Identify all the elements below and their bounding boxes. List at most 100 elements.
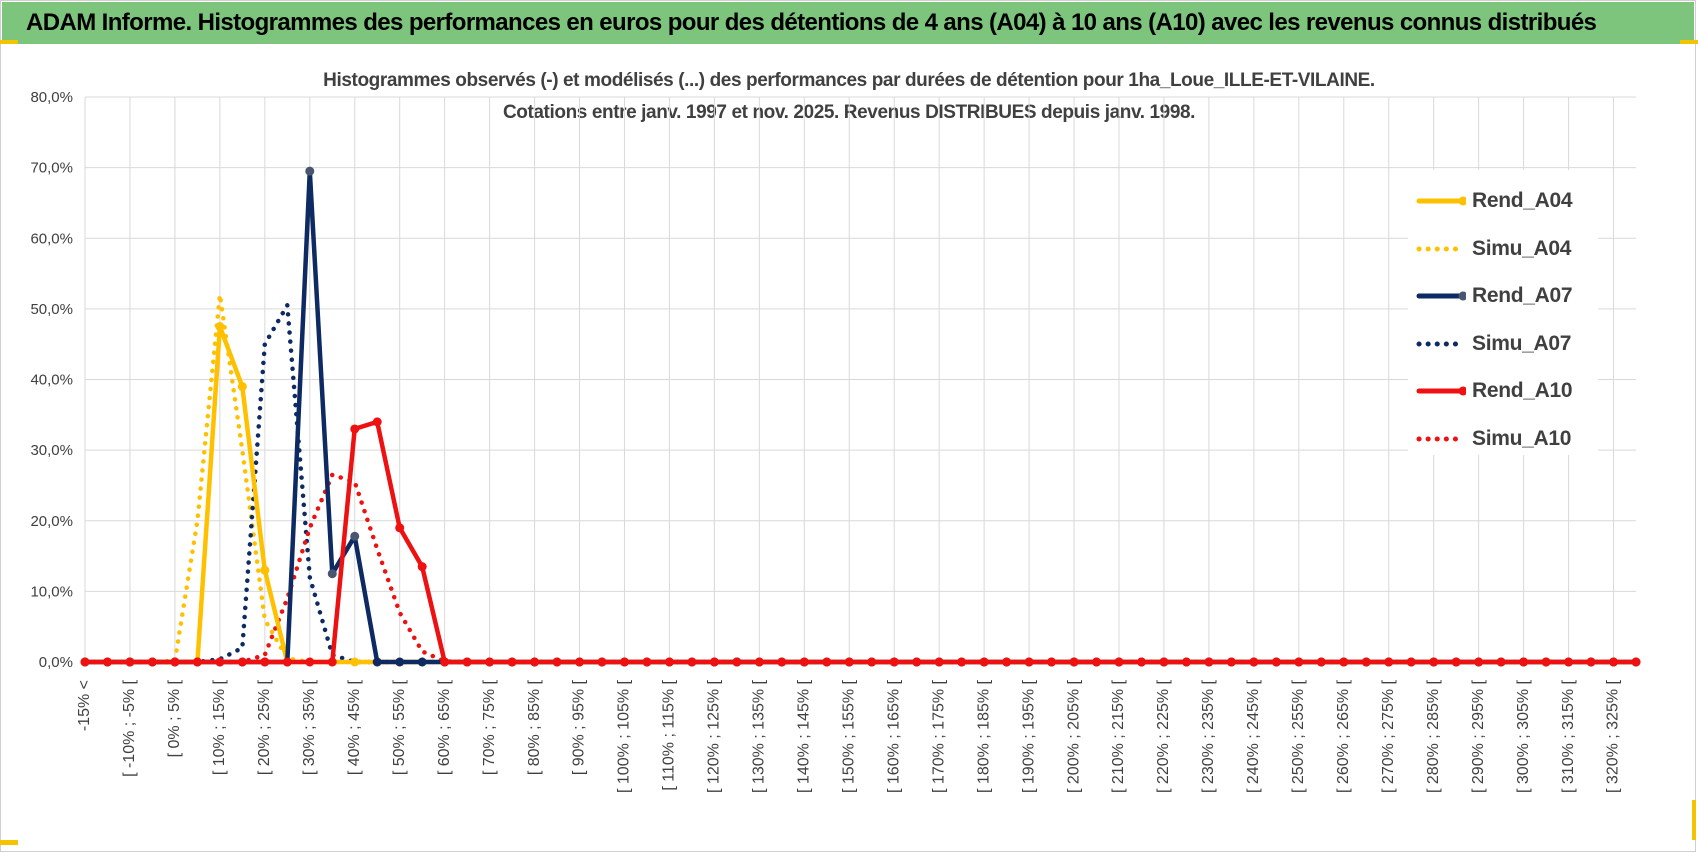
data-point-rend-a04: [350, 657, 360, 667]
data-point-rend-a10: [305, 657, 315, 667]
x-tick-label: [ 190% ; 195% [: [1020, 679, 1037, 793]
legend-swatch: [1416, 291, 1466, 301]
x-tick-label: [ 100% ; 105% [: [616, 679, 633, 793]
data-point-rend-a10: [889, 657, 899, 667]
data-point-rend-a10: [1316, 657, 1326, 667]
x-tick-label: [ 200% ; 205% [: [1065, 679, 1082, 793]
y-tick-label: 40,0%: [30, 372, 73, 389]
data-point-rend-a04: [237, 382, 247, 392]
x-tick-label: [ 30% ; 35% [: [301, 679, 318, 775]
data-point-rend-a10: [192, 657, 202, 667]
x-tick-label: [ 110% ; 115% [: [661, 679, 678, 790]
corner-mark-top-right: [1680, 40, 1698, 44]
data-point-rend-a10: [350, 424, 360, 434]
data-point-rend-a10: [709, 657, 719, 667]
data-point-rend-a10: [1047, 657, 1057, 667]
legend-label: Rend_A04: [1472, 189, 1573, 212]
legend-swatch: [1416, 246, 1466, 251]
data-point-rend-a10: [1564, 657, 1574, 667]
data-point-rend-a10: [1339, 657, 1349, 667]
data-point-rend-a10: [507, 657, 517, 667]
data-point-rend-a10: [1136, 657, 1146, 667]
legend-swatch: [1416, 386, 1466, 396]
y-tick-label: 70,0%: [30, 160, 73, 177]
legend-item-rend-a10: Rend_A10: [1416, 376, 1573, 406]
x-tick-label: [ 0% ; 5% [: [166, 679, 183, 757]
data-point-rend-a10: [1024, 657, 1034, 667]
x-tick-label: [ 90% ; 95% [: [571, 679, 588, 775]
report-banner: ADAM Informe. Histogrammes des performan…: [2, 2, 1694, 44]
data-point-rend-a10: [530, 657, 540, 667]
y-tick-label: 10,0%: [30, 583, 73, 600]
data-point-rend-a10: [102, 657, 112, 667]
x-tick-label: [ 310% ; 315% [: [1560, 679, 1577, 793]
legend-item-rend-a04: Rend_A04: [1416, 186, 1573, 216]
x-tick-label: [ 180% ; 185% [: [975, 679, 992, 793]
data-point-rend-a10: [395, 523, 405, 533]
data-point-rend-a10: [1181, 657, 1191, 667]
legend-label: Rend_A10: [1472, 379, 1573, 402]
legend-item-simu-a07: Simu_A07: [1416, 329, 1571, 359]
data-point-rend-a10: [372, 417, 382, 427]
x-tick-label: [ 150% ; 155% [: [840, 679, 857, 793]
data-point-rend-a10: [1092, 657, 1102, 667]
data-point-rend-a10: [1361, 657, 1371, 667]
legend-swatch: [1416, 341, 1466, 346]
y-tick-label: 20,0%: [30, 513, 73, 530]
data-point-rend-a07: [305, 166, 315, 176]
data-point-rend-a10: [1226, 657, 1236, 667]
x-tick-label: [ 120% ; 125% [: [706, 679, 723, 793]
data-point-rend-a10: [732, 657, 742, 667]
data-point-rend-a10: [1519, 657, 1529, 667]
corner-mark-right-edge: [1692, 800, 1696, 840]
data-point-rend-a10: [1294, 657, 1304, 667]
x-tick-label: [ 220% ; 225% [: [1155, 679, 1172, 793]
x-tick-label: [ 230% ; 235% [: [1200, 679, 1217, 793]
x-tick-label: [ 130% ; 135% [: [751, 679, 768, 793]
data-point-rend-a10: [485, 657, 495, 667]
data-point-rend-a10: [80, 657, 90, 667]
data-point-rend-a10: [1429, 657, 1439, 667]
data-point-rend-a10: [867, 657, 877, 667]
x-tick-label: [ 60% ; 65% [: [436, 679, 453, 775]
x-tick-label: [ 80% ; 85% [: [526, 679, 543, 775]
x-tick-label: [ 280% ; 285% [: [1425, 679, 1442, 793]
data-point-rend-a10: [1069, 657, 1079, 667]
y-tick-label: 50,0%: [30, 301, 73, 318]
legend-item-simu-a10: Simu_A10: [1416, 424, 1571, 454]
data-point-rend-a10: [215, 657, 225, 667]
x-tick-label: [ 240% ; 245% [: [1245, 679, 1262, 793]
data-point-rend-a10: [462, 657, 472, 667]
data-point-rend-a10: [552, 657, 562, 667]
data-point-rend-a10: [912, 657, 922, 667]
x-tick-label: [ 290% ; 295% [: [1470, 679, 1487, 793]
data-point-rend-a10: [1406, 657, 1416, 667]
corner-mark-top-left: [0, 40, 18, 44]
x-tick-label: [ 260% ; 265% [: [1335, 679, 1352, 793]
data-point-rend-a10: [1002, 657, 1012, 667]
data-point-rend-a10: [664, 657, 674, 667]
data-point-rend-a10: [417, 562, 427, 572]
legend-item-rend-a07: Rend_A07: [1416, 281, 1573, 311]
data-point-rend-a10: [1541, 657, 1551, 667]
legend-swatch: [1416, 436, 1466, 441]
x-tick-label: -15% <: [76, 680, 93, 731]
x-tick-label: [ 320% ; 325% [: [1605, 679, 1622, 793]
data-point-rend-a10: [844, 657, 854, 667]
legend-label: Simu_A04: [1472, 236, 1572, 260]
data-point-rend-a10: [1159, 657, 1169, 667]
data-point-rend-a10: [597, 657, 607, 667]
data-point-rend-a10: [799, 657, 809, 667]
data-point-rend-a10: [440, 657, 450, 667]
data-point-rend-a07: [417, 657, 427, 667]
data-point-rend-a10: [237, 657, 247, 667]
data-point-rend-a10: [934, 657, 944, 667]
data-point-rend-a10: [979, 657, 989, 667]
data-point-rend-a07: [372, 657, 382, 667]
data-point-rend-a10: [170, 657, 180, 667]
series-line-rend-a07: [82, 168, 1639, 665]
chart-title: Histogrammes observés (-) et modélisés (…: [323, 70, 1375, 91]
data-point-rend-a10: [1204, 657, 1214, 667]
legend-swatch: [1416, 196, 1466, 206]
